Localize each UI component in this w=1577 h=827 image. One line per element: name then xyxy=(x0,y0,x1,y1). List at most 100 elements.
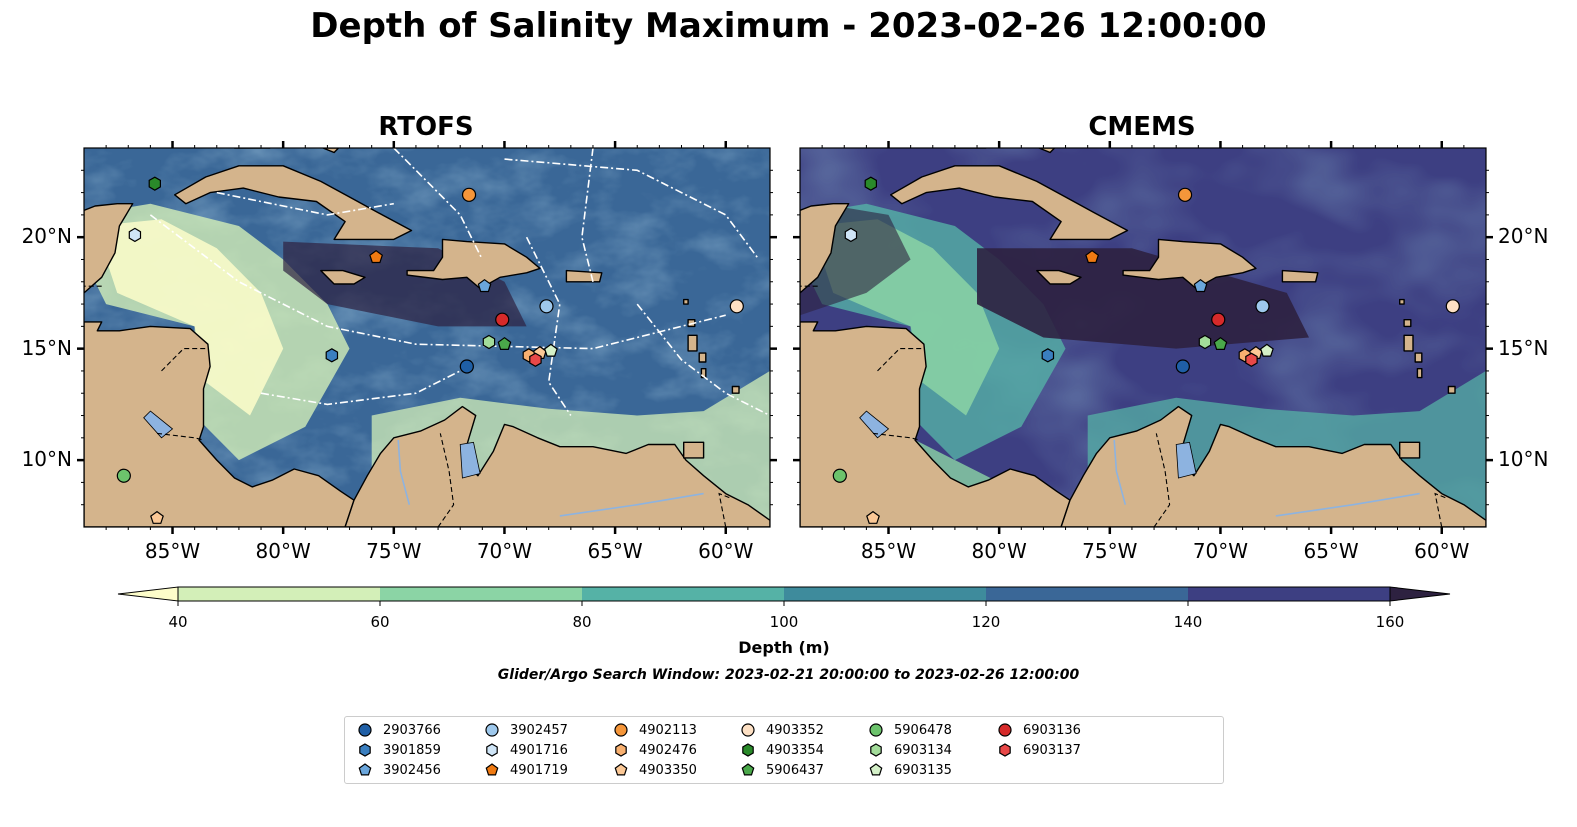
legend-item-6903137: 6903137 xyxy=(995,740,1081,760)
float-marker-4901719 xyxy=(1085,249,1100,264)
lon-tick-label: 70°W xyxy=(476,539,533,563)
legend-label: 3902457 xyxy=(510,722,568,738)
pentagon-marker-icon xyxy=(485,763,499,776)
float-marker-4901716 xyxy=(128,227,142,243)
float-marker-4903354 xyxy=(148,176,161,191)
float-marker-4901719 xyxy=(369,249,384,264)
float-marker-4903350 xyxy=(150,510,164,524)
lon-tick-label: 75°W xyxy=(366,539,422,563)
lon-tick-label: 80°W xyxy=(255,539,311,563)
circle-marker-icon xyxy=(741,723,755,737)
float-marker-6903134 xyxy=(1198,334,1212,350)
legend-label: 4902113 xyxy=(639,722,697,738)
search-window-text: Glider/Argo Search Window: 2023-02-21 20… xyxy=(497,667,1080,683)
legend-label: 3902456 xyxy=(383,762,441,778)
colorbar-extend-high xyxy=(1389,586,1451,602)
hexagon-marker-icon xyxy=(870,743,882,757)
legend-item-4903352: 4903352 xyxy=(738,720,824,740)
legend-label: 4903354 xyxy=(766,742,824,758)
float-marker-6903136 xyxy=(495,312,510,327)
colorbar-segment xyxy=(986,587,1189,601)
colorbar-tick-label: 40 xyxy=(168,613,188,631)
map-panel-cmems xyxy=(793,141,1493,534)
legend-label: 4903352 xyxy=(766,722,824,738)
colorbar-tick-label: 160 xyxy=(1375,613,1405,631)
colorbar-segment xyxy=(1188,587,1391,601)
float-marker-5906478 xyxy=(116,468,131,483)
lon-tick-label: 60°W xyxy=(698,539,754,563)
legend-item-3902456: 3902456 xyxy=(355,760,441,780)
legend-label: 4902476 xyxy=(639,742,697,758)
colorbar-tick-label: 80 xyxy=(572,613,592,631)
colorbar-tick-label: 120 xyxy=(971,613,1001,631)
legend-label: 6903134 xyxy=(894,742,952,758)
float-marker-6903137 xyxy=(529,352,542,367)
colorbar-segment xyxy=(178,587,381,601)
float-marker-3901859 xyxy=(1041,348,1055,363)
lon-tick-label: 85°W xyxy=(144,539,201,563)
float-marker-4903352 xyxy=(1445,299,1460,314)
legend-item-4901719: 4901719 xyxy=(482,760,568,780)
float-marker-6903137 xyxy=(1245,352,1258,367)
circle-marker-icon xyxy=(485,723,499,737)
lat-tick-label: 10°N xyxy=(21,447,72,472)
float-marker-2903766 xyxy=(459,359,474,374)
legend-item-4903350: 4903350 xyxy=(611,760,697,780)
figure-title: Depth of Salinity Maximum - 2023-02-26 1… xyxy=(310,6,1267,46)
float-marker-2903766 xyxy=(1175,359,1190,374)
lon-tick-label: 85°W xyxy=(860,539,917,563)
legend-item-3901859: 3901859 xyxy=(355,740,441,760)
legend-label: 6903137 xyxy=(1023,742,1081,758)
legend-label: 4901719 xyxy=(510,762,568,778)
legend-item-3902457: 3902457 xyxy=(482,720,568,740)
float-marker-5906437 xyxy=(1213,336,1228,350)
float-marker-4903352 xyxy=(729,299,744,314)
lon-tick-label: 80°W xyxy=(971,539,1027,563)
colorbar-tick-label: 60 xyxy=(370,613,390,631)
circle-marker-icon xyxy=(869,723,883,737)
float-marker-3902457 xyxy=(539,299,554,314)
float-marker-5906478 xyxy=(832,468,847,483)
legend-item-2903766: 2903766 xyxy=(355,720,441,740)
float-marker-3901859 xyxy=(325,348,339,363)
legend: 2903766 3901859 3902456 3902457 4901716 49017… xyxy=(344,716,1224,784)
colorbar-extend-low xyxy=(117,586,179,602)
colorbar-tick-label: 140 xyxy=(1173,613,1203,631)
legend-item-4903354: 4903354 xyxy=(738,740,824,760)
float-marker-5906437 xyxy=(497,336,512,350)
float-marker-3902456 xyxy=(477,278,492,293)
legend-label: 3901859 xyxy=(383,742,441,758)
pentagon-marker-icon xyxy=(869,763,883,776)
float-marker-6903134 xyxy=(482,334,496,350)
legend-label: 6903135 xyxy=(894,762,952,778)
float-marker-6903135 xyxy=(1259,343,1274,357)
colorbar-segment xyxy=(784,587,987,601)
colorbar xyxy=(117,586,1451,606)
circle-marker-icon xyxy=(998,723,1012,737)
legend-item-6903136: 6903136 xyxy=(995,720,1081,740)
float-marker-3902456 xyxy=(1193,278,1208,293)
colorbar-label: Depth (m) xyxy=(738,638,830,657)
hexagon-marker-icon xyxy=(615,743,627,757)
lat-tick-label: 15°N xyxy=(21,335,72,360)
lon-tick-label: 60°W xyxy=(1414,539,1470,563)
hexagon-marker-icon xyxy=(999,743,1011,757)
colorbar-segment xyxy=(582,587,785,601)
float-marker-6903135 xyxy=(543,343,558,357)
legend-label: 4901716 xyxy=(510,742,568,758)
legend-item-4901716: 4901716 xyxy=(482,740,568,760)
circle-marker-icon xyxy=(614,723,628,737)
float-marker-3902457 xyxy=(1255,299,1270,314)
colorbar-tick-label: 100 xyxy=(769,613,799,631)
hexagon-marker-icon xyxy=(742,743,754,757)
float-marker-4903350 xyxy=(866,510,880,524)
legend-item-5906478: 5906478 xyxy=(866,720,952,740)
legend-item-4902113: 4902113 xyxy=(611,720,697,740)
legend-label: 5906437 xyxy=(766,762,824,778)
float-marker-4902113 xyxy=(461,187,477,202)
lon-tick-label: 65°W xyxy=(587,539,643,563)
float-marker-4902113 xyxy=(1177,187,1193,202)
pentagon-marker-icon xyxy=(614,763,628,776)
pentagon-marker-icon xyxy=(741,763,755,776)
